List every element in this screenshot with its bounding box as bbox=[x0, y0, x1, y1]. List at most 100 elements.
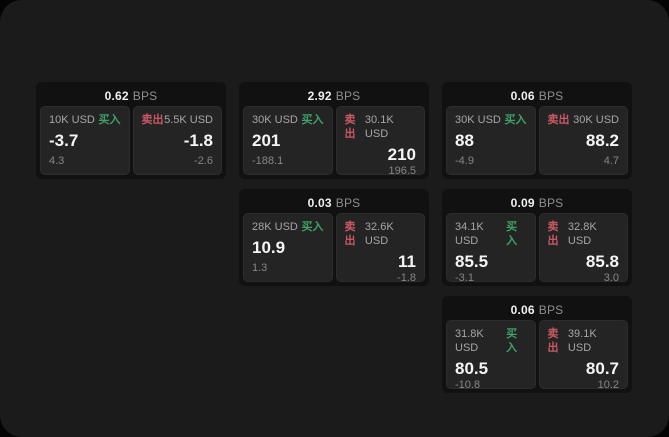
sell-panel-top: 卖出 32.8K USD bbox=[548, 220, 620, 248]
bps-value: 0.62 bbox=[104, 89, 129, 103]
bps-value: 0.06 bbox=[510, 89, 535, 103]
sell-panel[interactable]: 卖出 30K USD 88.2 4.7 bbox=[538, 106, 628, 175]
quote-card: 0.03 BPS 28K USD 买入 10.9 1.3 卖出 32.6K US… bbox=[239, 189, 429, 286]
buy-panel[interactable]: 34.1K USD 买入 85.5 -3.1 bbox=[446, 213, 536, 284]
bps-value: 0.03 bbox=[307, 196, 332, 210]
buy-side-label: 买入 bbox=[506, 328, 518, 354]
card-header: 0.03 BPS bbox=[243, 193, 425, 213]
bps-value: 0.06 bbox=[510, 303, 535, 317]
quote-panels: 31.8K USD 买入 80.5 -10.8 卖出 39.1K USD 80.… bbox=[446, 320, 628, 391]
sell-panel-top: 卖出 32.6K USD bbox=[345, 220, 417, 248]
buy-price: 88 bbox=[455, 131, 474, 150]
card-header: 0.09 BPS bbox=[446, 193, 628, 213]
sell-panel-top: 卖出 39.1K USD bbox=[548, 327, 620, 355]
buy-panel-top: 30K USD 买入 bbox=[252, 113, 324, 127]
buy-sub-value: 1.3 bbox=[252, 262, 268, 274]
buy-sub-value: -10.8 bbox=[455, 379, 481, 391]
buy-side-label: 买入 bbox=[301, 221, 324, 233]
sell-price: 88.2 bbox=[585, 131, 619, 150]
quote-card: 0.62 BPS 10K USD 买入 -3.7 4.3 卖出 5.5K USD… bbox=[36, 82, 226, 179]
bps-value: 2.92 bbox=[307, 89, 332, 103]
buy-panel[interactable]: 30K USD 买入 88 -4.9 bbox=[446, 106, 536, 175]
buy-panel[interactable]: 28K USD 买入 10.9 1.3 bbox=[243, 213, 333, 282]
buy-panel-top: 10K USD 买入 bbox=[49, 113, 121, 127]
card-header: 0.62 BPS bbox=[40, 86, 222, 106]
buy-sub-value: -4.9 bbox=[455, 155, 474, 167]
buy-panel-top: 34.1K USD 买入 bbox=[455, 220, 527, 248]
buy-side-label: 买入 bbox=[301, 114, 324, 126]
buy-panel[interactable]: 10K USD 买入 -3.7 4.3 bbox=[40, 106, 130, 175]
quote-panels: 30K USD 买入 88 -4.9 卖出 30K USD 88.2 4.7 bbox=[446, 106, 628, 175]
card-header: 0.06 BPS bbox=[446, 86, 628, 106]
sell-panel[interactable]: 卖出 5.5K USD -1.8 -2.6 bbox=[132, 106, 222, 175]
bps-unit-label: BPS bbox=[538, 303, 564, 317]
card-header: 0.06 BPS bbox=[446, 300, 628, 320]
sell-panel[interactable]: 卖出 32.8K USD 85.8 3.0 bbox=[538, 213, 628, 284]
buy-panel-top: 30K USD 买入 bbox=[455, 113, 527, 127]
sell-side-label: 卖出 bbox=[344, 114, 356, 140]
sell-price: 85.8 bbox=[585, 252, 619, 271]
bps-unit-label: BPS bbox=[538, 89, 564, 103]
buy-side-label: 买入 bbox=[506, 221, 518, 247]
buy-amount: 28K USD bbox=[252, 221, 298, 233]
sell-side-label: 卖出 bbox=[547, 328, 559, 354]
cards-grid: 0.62 BPS 10K USD 买入 -3.7 4.3 卖出 5.5K USD… bbox=[36, 82, 632, 393]
bps-value: 0.09 bbox=[510, 196, 535, 210]
sell-panel-top: 卖出 5.5K USD bbox=[142, 113, 214, 127]
sell-side-label: 卖出 bbox=[547, 114, 570, 126]
card-header: 2.92 BPS bbox=[243, 86, 425, 106]
buy-panel-top: 28K USD 买入 bbox=[252, 220, 324, 234]
buy-amount: 30K USD bbox=[455, 114, 501, 126]
buy-side-label: 买入 bbox=[98, 114, 121, 126]
sell-side-label: 卖出 bbox=[141, 114, 164, 126]
sell-price: -1.8 bbox=[183, 131, 213, 150]
sell-price: 11 bbox=[398, 252, 416, 271]
buy-price: -3.7 bbox=[49, 131, 79, 150]
buy-sub-value: -3.1 bbox=[455, 272, 474, 284]
quote-panels: 10K USD 买入 -3.7 4.3 卖出 5.5K USD -1.8 -2.… bbox=[40, 106, 222, 175]
sell-panel-top: 卖出 30K USD bbox=[548, 113, 620, 127]
sell-price: 210 bbox=[387, 145, 416, 164]
sell-panel[interactable]: 卖出 39.1K USD 80.7 10.2 bbox=[538, 320, 628, 391]
sell-amount: 30K USD bbox=[573, 114, 619, 126]
buy-price: 85.5 bbox=[455, 252, 489, 271]
sell-amount: 32.6K USD bbox=[364, 221, 394, 247]
buy-panel[interactable]: 30K USD 买入 201 -188.1 bbox=[243, 106, 333, 175]
sell-price: 80.7 bbox=[585, 359, 619, 378]
buy-amount: 31.8K USD bbox=[455, 328, 484, 354]
buy-side-label: 买入 bbox=[504, 114, 527, 126]
sell-sub-value: 4.7 bbox=[603, 155, 619, 167]
buy-amount: 10K USD bbox=[49, 114, 95, 126]
sell-sub-value: -1.8 bbox=[397, 272, 416, 284]
sell-sub-value: 196.5 bbox=[388, 165, 416, 177]
quote-card: 2.92 BPS 30K USD 买入 201 -188.1 卖出 30.1K … bbox=[239, 82, 429, 179]
sell-sub-value: 10.2 bbox=[597, 379, 619, 391]
sell-sub-value: 3.0 bbox=[603, 272, 619, 284]
buy-sub-value: 4.3 bbox=[49, 155, 65, 167]
quote-panels: 28K USD 买入 10.9 1.3 卖出 32.6K USD 11 -1.8 bbox=[243, 213, 425, 284]
buy-price: 80.5 bbox=[455, 359, 489, 378]
quote-card: 0.06 BPS 30K USD 买入 88 -4.9 卖出 30K USD 8… bbox=[442, 82, 632, 179]
sell-sub-value: -2.6 bbox=[194, 155, 213, 167]
sell-amount: 5.5K USD bbox=[164, 114, 213, 126]
buy-amount: 30K USD bbox=[252, 114, 298, 126]
sell-amount: 32.8K USD bbox=[567, 221, 597, 247]
sell-panel[interactable]: 卖出 32.6K USD 11 -1.8 bbox=[335, 213, 425, 284]
buy-price: 10.9 bbox=[252, 238, 286, 257]
bps-unit-label: BPS bbox=[538, 196, 564, 210]
sell-panel-top: 卖出 30.1K USD bbox=[345, 113, 417, 141]
buy-sub-value: -188.1 bbox=[252, 155, 284, 167]
sell-panel[interactable]: 卖出 30.1K USD 210 196.5 bbox=[335, 106, 425, 177]
quote-card: 0.09 BPS 34.1K USD 买入 85.5 -3.1 卖出 32.8K… bbox=[442, 189, 632, 286]
quote-panels: 30K USD 买入 201 -188.1 卖出 30.1K USD 210 1… bbox=[243, 106, 425, 177]
sell-side-label: 卖出 bbox=[344, 221, 356, 247]
buy-panel[interactable]: 31.8K USD 买入 80.5 -10.8 bbox=[446, 320, 536, 391]
sell-side-label: 卖出 bbox=[547, 221, 559, 247]
sell-amount: 30.1K USD bbox=[364, 114, 394, 140]
quote-card: 0.06 BPS 31.8K USD 买入 80.5 -10.8 卖出 39.1… bbox=[442, 296, 632, 393]
buy-price: 201 bbox=[252, 131, 281, 150]
bps-unit-label: BPS bbox=[335, 89, 361, 103]
sell-amount: 39.1K USD bbox=[567, 328, 597, 354]
